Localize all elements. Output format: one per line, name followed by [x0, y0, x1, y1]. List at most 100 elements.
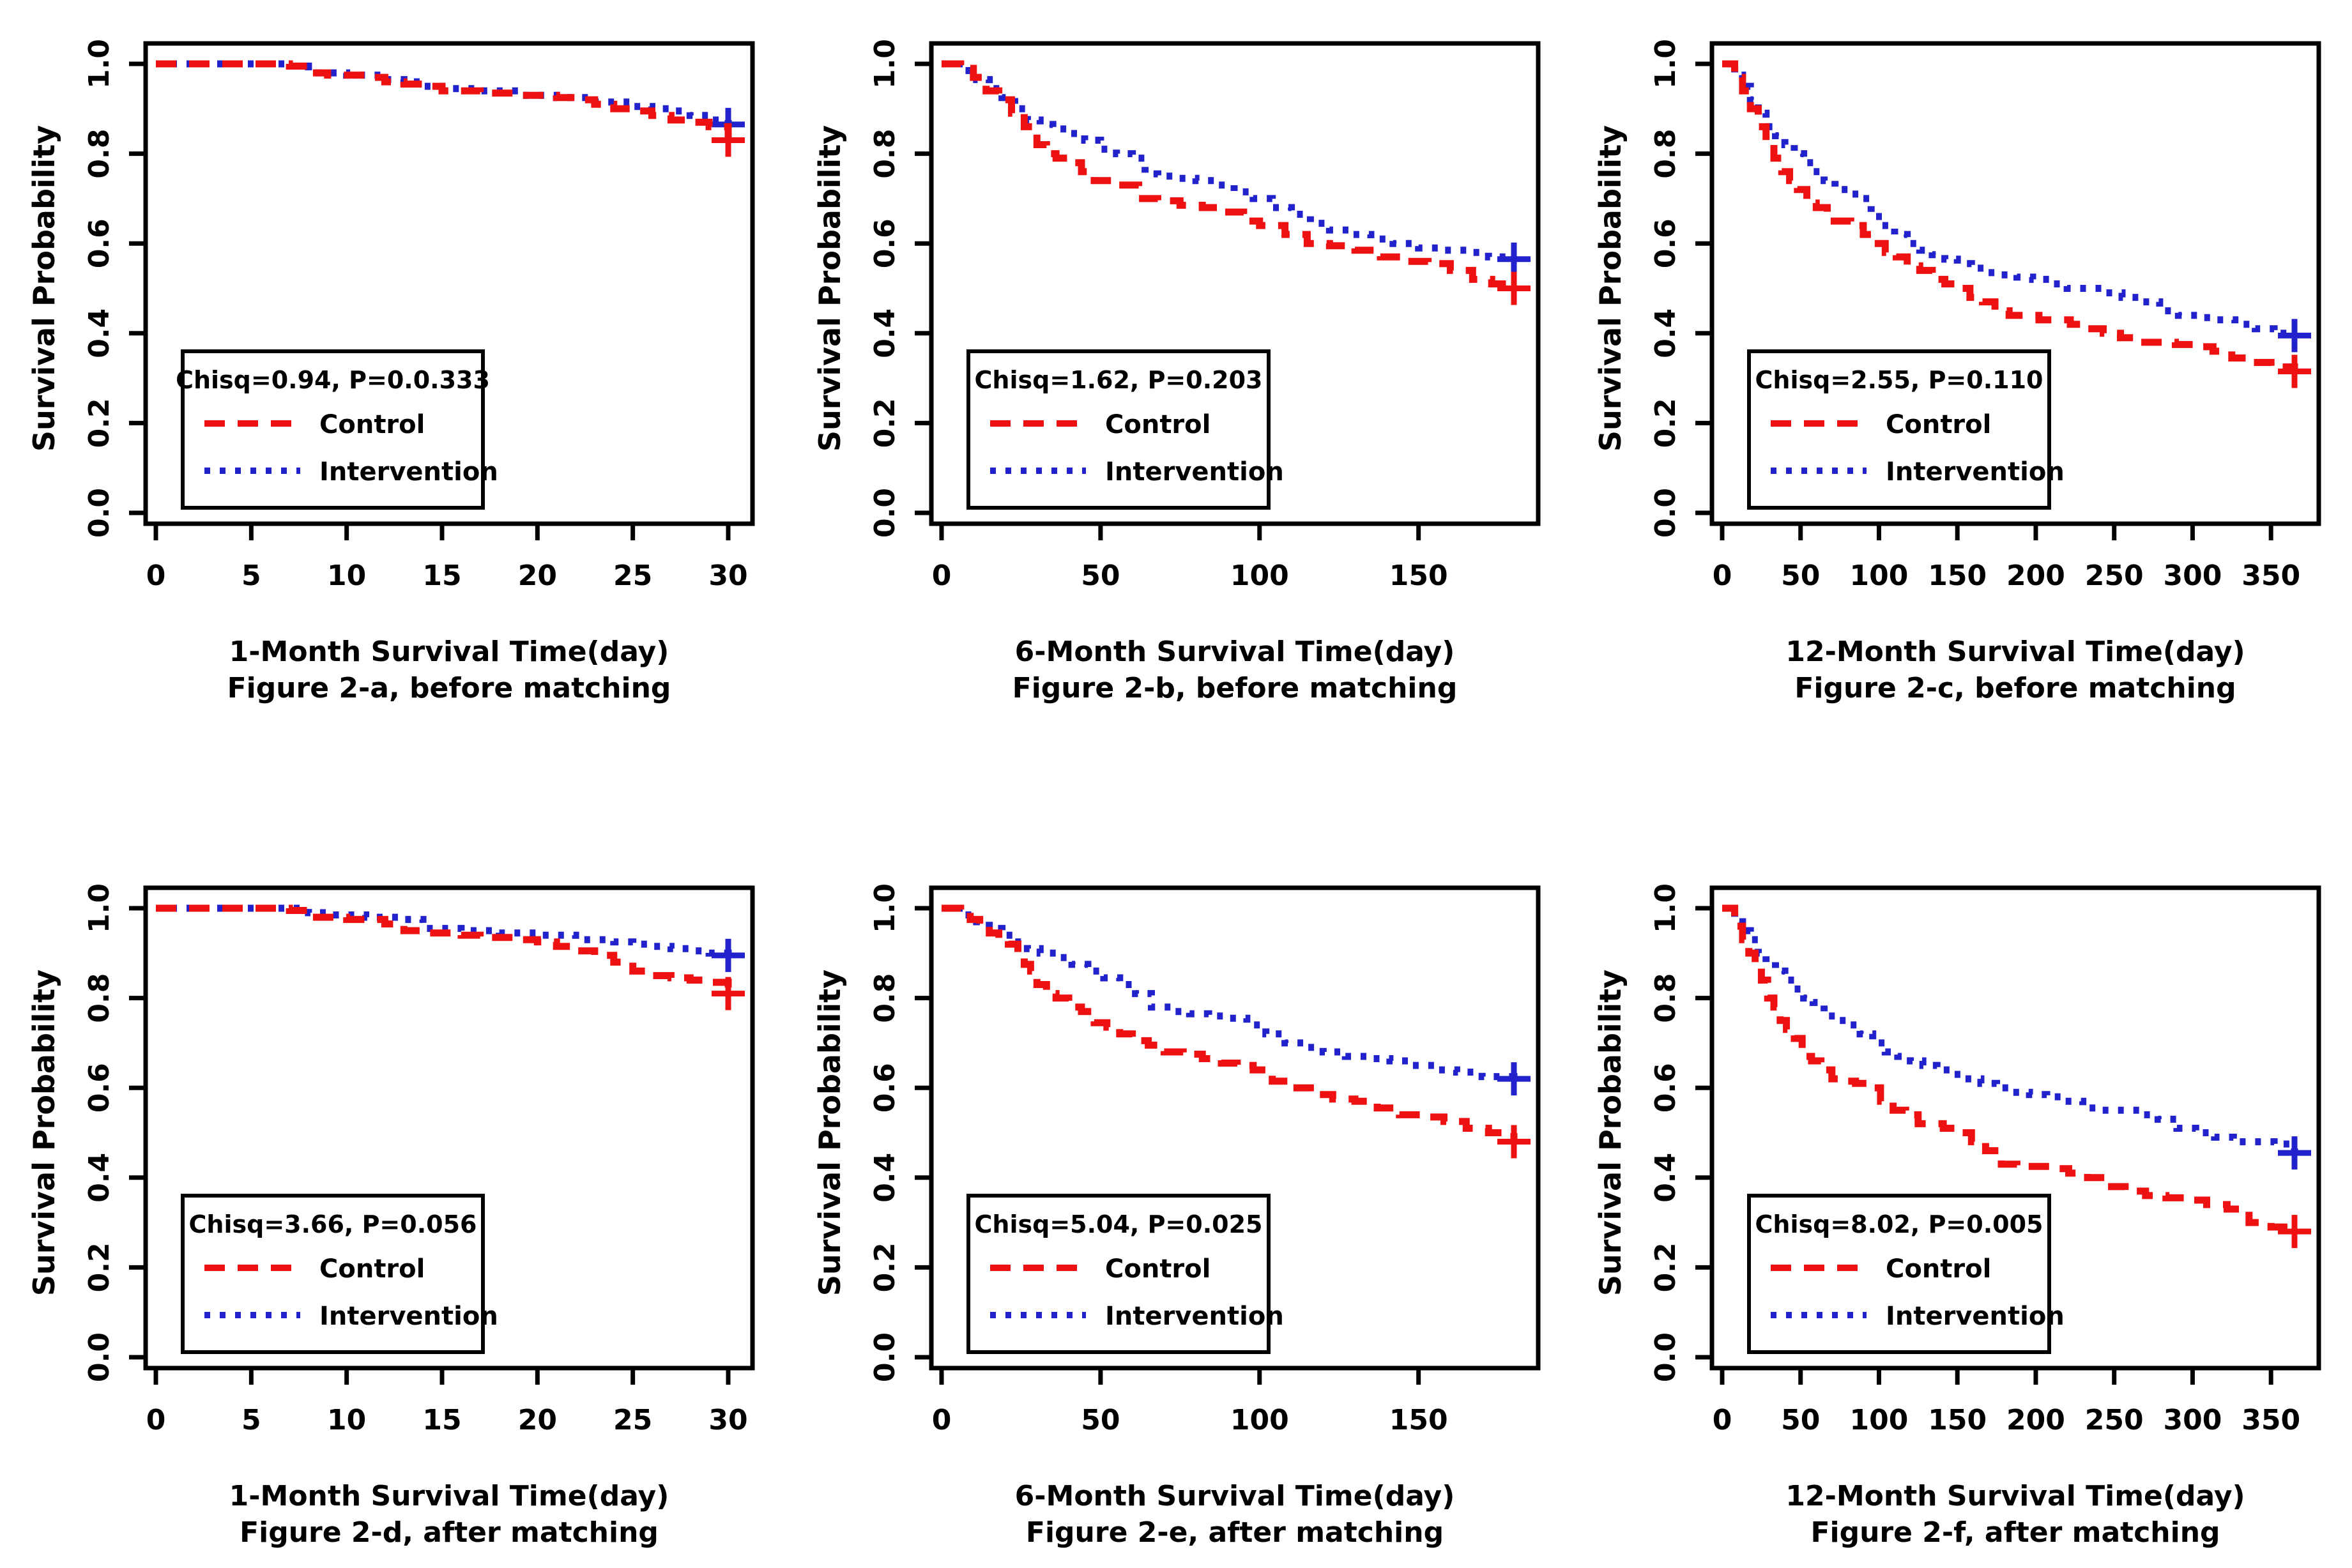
y-tick-label: 1.0: [1649, 39, 1682, 89]
chart-figure-2e: 0.0 0.2 0.4 0.6 0.8 1.0 Survival Probability 0 5…: [813, 883, 1541, 1549]
y-tick-label: 0.4: [1649, 1153, 1682, 1203]
y-axis-title: Survival Probability: [27, 125, 61, 452]
chart-figure-2a: 0.0 0.2 0.4 0.6 0.8 1.0 Survival Probability 0 5…: [27, 39, 755, 704]
x-tick-label: 150: [1928, 1404, 1987, 1436]
curve-intervention: [1722, 904, 2298, 1153]
x-tick-label: 150: [1928, 559, 1987, 592]
y-tick-label: 0.8: [869, 973, 901, 1023]
y-tick-label: 0.8: [1649, 129, 1682, 179]
legend-box: [181, 349, 485, 510]
censor-mark-intervention: [1497, 1062, 1531, 1096]
chart-figure-2f: 0.0 0.2 0.4 0.6 0.8 1.0 Survival Probability 0 5…: [1593, 883, 2321, 1549]
curve-control: [1722, 904, 2298, 1232]
legend-label-control: Control: [1105, 410, 1210, 439]
x-tick-label: 350: [2241, 559, 2300, 592]
x-axis-title: 6-Month Survival Time(day): [1015, 636, 1455, 668]
legend-annotation: Chisq=2.55, P=0.110: [1755, 366, 2043, 394]
legend-label-intervention: Intervention: [319, 457, 498, 487]
y-axis-title: Survival Probability: [1593, 125, 1628, 452]
curve-control: [156, 60, 732, 141]
y-tick-label: 1.0: [83, 39, 116, 89]
y-tick-label: 0.4: [869, 1153, 901, 1203]
y-tick-label: 1.0: [869, 39, 901, 89]
x-tick-label: 15: [422, 559, 461, 592]
legend-annotation: Chisq=0.94, P=0.0.333: [176, 366, 490, 394]
censor-mark-control: [2278, 1215, 2311, 1249]
x-tick-label: 5: [241, 559, 261, 592]
panel-figure-2b: 0.0 0.2 0.4 0.6 0.8 1.0 Survival Probability 0 5…: [786, 0, 1571, 724]
curve-control: [156, 904, 732, 994]
curve-control: [942, 60, 1518, 289]
y-tick-label: 0.0: [1649, 1332, 1682, 1382]
panel-caption: Figure 2-e, after matching: [1026, 1516, 1444, 1549]
y-tick-label: 0.0: [83, 1332, 116, 1382]
legend-label-control: Control: [319, 1254, 425, 1284]
y-tick-label: 0.6: [869, 1063, 901, 1113]
legend-annotation: Chisq=5.04, P=0.025: [975, 1210, 1263, 1238]
x-tick-label: 15: [422, 1404, 461, 1436]
censor-mark-control: [1497, 1125, 1531, 1159]
y-tick-label: 0.8: [1649, 973, 1682, 1023]
x-tick-label: 5: [241, 1404, 261, 1436]
censor-mark-control: [712, 123, 745, 157]
y-tick-label: 0.2: [1649, 398, 1682, 448]
x-tick-label: 25: [613, 1404, 652, 1436]
legend-label-intervention: Intervention: [1886, 1302, 2065, 1331]
legend-box: [181, 1194, 485, 1354]
legend-label-control: Control: [1105, 1254, 1210, 1284]
y-tick-label: 0.4: [83, 308, 116, 358]
censor-mark-control: [2278, 354, 2311, 388]
y-tick-label: 0.0: [83, 488, 116, 538]
x-tick-label: 100: [1230, 1404, 1289, 1436]
y-tick-label: 0.4: [1649, 308, 1682, 358]
x-tick-label: 100: [1850, 559, 1909, 592]
y-tick-label: 0.0: [869, 1332, 901, 1382]
legend-annotation: Chisq=3.66, P=0.056: [189, 1210, 477, 1238]
x-tick-label: 150: [1389, 1404, 1448, 1436]
x-tick-label: 0: [1713, 1404, 1732, 1436]
legend-label-intervention: Intervention: [1886, 457, 2065, 487]
x-axis-title: 1-Month Survival Time(day): [229, 1480, 669, 1512]
plot-box: [929, 41, 1541, 526]
x-tick-label: 25: [613, 559, 652, 592]
chart-figure-2c: 0.0 0.2 0.4 0.6 0.8 1.0 Survival Probability 0 5…: [1593, 39, 2321, 704]
y-tick-label: 0.4: [83, 1153, 116, 1203]
plot-box: [929, 885, 1541, 1371]
y-tick-label: 1.0: [869, 883, 901, 933]
legend-annotation: Chisq=8.02, P=0.005: [1755, 1210, 2043, 1238]
censor-mark-control: [712, 977, 745, 1010]
x-tick-label: 350: [2241, 1404, 2300, 1436]
x-tick-label: 30: [708, 559, 747, 592]
x-tick-label: 10: [327, 559, 366, 592]
panel-caption: Figure 2-a, before matching: [227, 672, 671, 704]
panel-caption: Figure 2-b, before matching: [1012, 672, 1458, 704]
plot-box: [1709, 41, 2321, 526]
x-axis-title: 12-Month Survival Time(day): [1785, 636, 2245, 668]
x-axis-title: 6-Month Survival Time(day): [1015, 1480, 1455, 1512]
legend-label-control: Control: [319, 410, 425, 439]
y-tick-label: 0.2: [1649, 1242, 1682, 1292]
legend-box: [1747, 1194, 2051, 1354]
legend-label-intervention: Intervention: [1105, 1302, 1284, 1331]
panel-caption: Figure 2-f, after matching: [1810, 1516, 2220, 1549]
legend-box: [1747, 349, 2051, 510]
panel-figure-2f: 0.0 0.2 0.4 0.6 0.8 1.0 Survival Probability 0 5…: [1566, 844, 2352, 1568]
y-tick-label: 0.2: [83, 398, 116, 448]
x-tick-label: 50: [1781, 559, 1820, 592]
legend-label-intervention: Intervention: [319, 1302, 498, 1331]
x-tick-label: 200: [2006, 559, 2065, 592]
y-tick-label: 0.6: [1649, 1063, 1682, 1113]
panel-figure-2a: 0.0 0.2 0.4 0.6 0.8 1.0 Survival Probability 0 5…: [0, 0, 786, 724]
x-tick-label: 20: [518, 1404, 557, 1436]
chart-figure-2b: 0.0 0.2 0.4 0.6 0.8 1.0 Survival Probability 0 5…: [813, 39, 1541, 704]
censor-mark-intervention: [2278, 319, 2311, 353]
x-tick-label: 50: [1081, 1404, 1120, 1436]
y-tick-label: 0.6: [869, 218, 901, 268]
legend-annotation: Chisq=1.62, P=0.203: [975, 366, 1263, 394]
x-tick-label: 250: [2085, 1404, 2144, 1436]
plot-box: [143, 41, 755, 526]
x-tick-label: 0: [146, 1404, 166, 1436]
y-axis-title: Survival Probability: [813, 970, 847, 1296]
curve-intervention: [1722, 60, 2298, 337]
